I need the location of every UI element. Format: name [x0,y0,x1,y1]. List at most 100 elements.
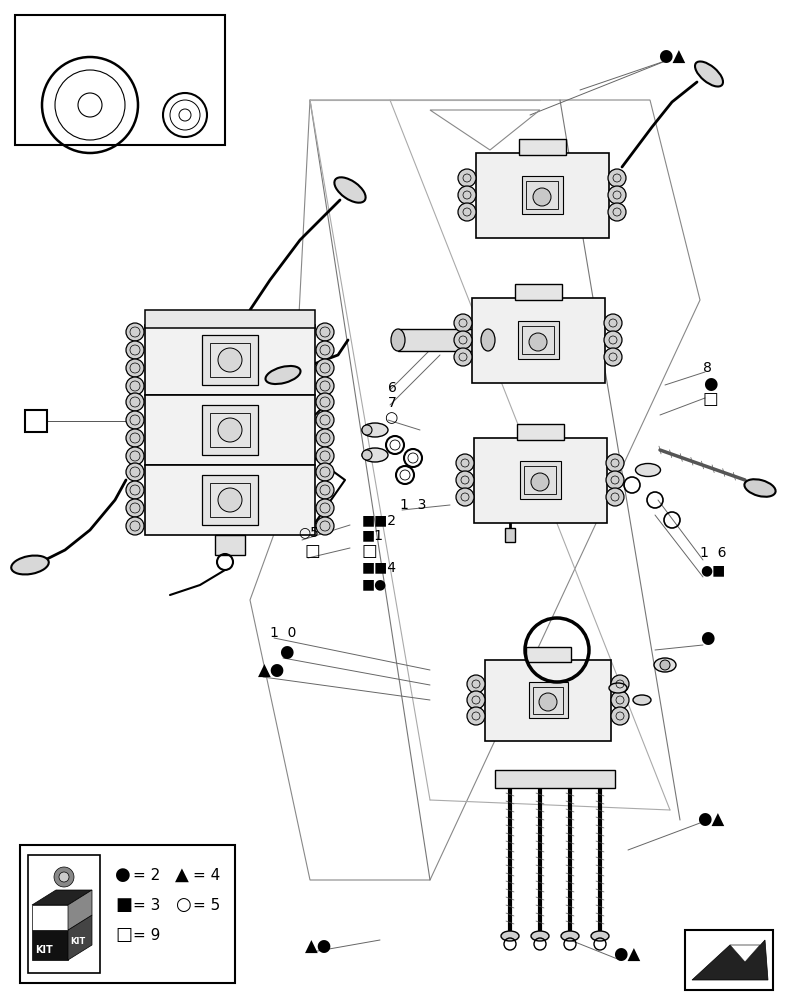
Circle shape [316,393,334,411]
Polygon shape [32,890,92,905]
Bar [202,475,258,525]
Ellipse shape [266,366,300,384]
Circle shape [454,314,472,332]
Ellipse shape [695,61,723,87]
Bar [20,845,235,983]
Ellipse shape [391,329,405,351]
Polygon shape [68,890,92,930]
Ellipse shape [531,931,549,941]
Bar [474,438,607,523]
Circle shape [533,188,551,206]
Ellipse shape [609,683,627,693]
Bar [526,647,571,662]
Text: = 4: = 4 [193,867,221,882]
Ellipse shape [481,329,495,351]
Circle shape [126,359,144,377]
Circle shape [316,499,334,517]
Bar [145,395,315,465]
Circle shape [126,517,144,535]
Polygon shape [32,905,68,930]
Circle shape [316,323,334,341]
Circle shape [611,691,629,709]
Circle shape [604,348,622,366]
Circle shape [611,675,629,693]
Ellipse shape [745,479,775,497]
Bar [517,424,564,440]
Circle shape [218,488,242,512]
Circle shape [608,186,626,204]
Text: ■■4: ■■4 [362,560,397,574]
Text: ●: ● [115,866,131,884]
Bar [210,483,250,517]
Ellipse shape [362,425,372,435]
Circle shape [316,341,334,359]
Bar [210,343,250,377]
Circle shape [454,331,472,349]
Circle shape [456,488,474,506]
Text: □: □ [362,542,377,560]
Circle shape [606,488,624,506]
Circle shape [218,418,242,442]
Text: = 5: = 5 [193,898,221,912]
Polygon shape [68,915,92,960]
Text: ▲: ▲ [175,866,189,884]
Circle shape [456,471,474,489]
Ellipse shape [561,931,579,941]
Circle shape [316,429,334,447]
Circle shape [126,447,144,465]
Text: ■■2: ■■2 [362,513,397,527]
Ellipse shape [654,658,676,672]
Bar [202,335,258,385]
Circle shape [606,471,624,489]
Bar [215,535,245,555]
Circle shape [126,377,144,395]
Text: ●▲: ●▲ [613,946,640,964]
Ellipse shape [11,556,49,574]
Circle shape [316,377,334,395]
Text: 7: 7 [388,396,396,410]
Ellipse shape [635,464,660,477]
Bar [524,466,556,494]
Bar [145,310,315,328]
Circle shape [126,429,144,447]
Circle shape [529,333,547,351]
Bar [150,43,180,55]
Circle shape [126,341,144,359]
Text: ○: ○ [175,896,191,914]
Text: ●: ● [703,375,718,393]
Circle shape [531,473,549,491]
Circle shape [611,707,629,725]
Ellipse shape [362,423,388,437]
Bar [495,770,615,788]
Text: ●: ● [700,629,715,647]
Circle shape [458,186,476,204]
Text: ○: ○ [384,410,397,426]
Bar [145,325,315,395]
Ellipse shape [633,695,651,705]
Text: 1  6: 1 6 [700,546,727,560]
Bar [522,176,563,214]
Circle shape [126,463,144,481]
Bar [476,153,609,238]
Text: □: □ [115,926,132,944]
Circle shape [126,411,144,429]
Circle shape [316,411,334,429]
Text: ●▲: ●▲ [697,811,724,829]
Text: ○5: ○5 [298,525,319,539]
Ellipse shape [591,931,609,941]
Bar [472,298,605,383]
Circle shape [467,675,485,693]
Ellipse shape [362,448,388,462]
Circle shape [316,447,334,465]
Text: 6: 6 [388,381,397,395]
Text: □: □ [703,390,719,408]
Circle shape [316,463,334,481]
Text: □: □ [305,542,321,560]
Circle shape [126,499,144,517]
Bar [685,930,773,990]
Circle shape [467,707,485,725]
Ellipse shape [501,931,519,941]
Circle shape [218,348,242,372]
Text: ▲●: ▲● [305,938,333,956]
Circle shape [608,169,626,187]
